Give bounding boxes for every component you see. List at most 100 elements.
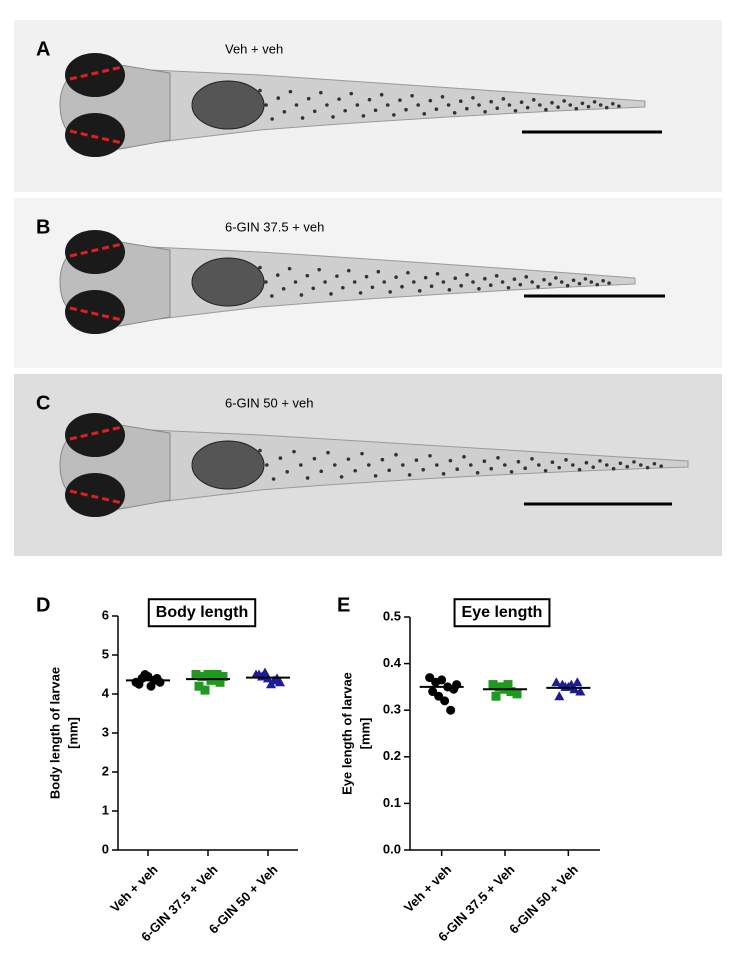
y-tick-label: 0.1 [383,795,401,810]
pigment [501,97,506,101]
pigment [639,463,643,467]
larva-yolk [191,80,265,130]
pigment [352,280,357,284]
pigment [659,464,663,468]
data-point [212,670,222,679]
pigment [339,475,344,479]
pigment [571,463,575,467]
pigment [645,465,650,470]
pigment [562,99,566,103]
pigment [404,107,408,112]
data-point [512,689,522,699]
pigment [312,109,317,114]
pigment [598,103,603,107]
pigment [360,451,364,456]
pigment [441,280,446,284]
pigment [611,466,616,471]
pigment [288,89,293,94]
data-point [437,675,447,685]
pigment [329,292,333,296]
pigment [525,105,530,110]
pigment [358,291,363,295]
pigment [452,111,457,115]
pigment [512,277,517,282]
pigment [387,468,392,473]
chart-title: Body length [156,604,248,621]
pigment [465,273,469,277]
larva-eye [65,413,125,457]
pigment [278,456,283,460]
pigment [312,456,317,461]
pigment [423,275,428,280]
pigment [373,474,378,478]
panel-caption: 6-GIN 50 + veh [225,395,314,410]
pigment [428,98,433,103]
data-point [134,679,144,689]
pigment [401,463,405,467]
pigment [519,100,524,105]
pigment [271,477,276,481]
pigment [326,450,330,455]
y-tick-label: 0 [102,841,109,856]
pigment [319,469,324,474]
pigment [589,280,594,284]
pigment [353,468,358,473]
pigment [506,285,511,290]
pigment [459,283,463,288]
data-point [551,677,562,687]
pigment [574,106,579,111]
pigment [370,285,375,290]
eye-measure [69,242,123,258]
y-axis-label: [mm] [65,717,80,749]
data-point [215,677,225,687]
pigment [421,467,426,472]
pigment [483,109,487,114]
pigment [287,266,292,271]
pigment [584,460,589,465]
data-point [440,696,450,706]
data-point [566,679,577,689]
pigment [275,273,280,277]
pigment [373,108,378,113]
pigment [494,274,499,278]
pigment [367,463,371,467]
pigment [422,112,427,116]
pigment [632,460,636,464]
y-tick-label: 5 [102,646,109,661]
pigment [543,468,548,473]
pigment [305,476,310,480]
pigment [343,108,347,113]
pigment [448,458,453,463]
pigment [488,283,493,287]
pigment [538,103,542,107]
pigment [489,466,494,471]
pigment [477,103,481,107]
y-axis-label: Eye length of larvae [339,672,354,795]
pigment [469,463,473,467]
pigment [453,276,458,280]
pigment [559,280,564,284]
larva-eye [65,473,125,517]
pigment [544,107,548,112]
pigment [400,284,404,289]
pigment [331,115,335,119]
pigment [524,275,529,279]
pigment [440,94,445,99]
larva-eye [65,113,125,157]
pigment [319,90,323,95]
pigment [292,449,296,454]
data-point [446,705,456,715]
data-point [146,681,156,691]
chart-title: Eye length [462,604,543,621]
pigment [496,456,500,460]
y-tick-label: 6 [102,607,109,622]
pigment [550,460,555,465]
data-point [260,667,270,677]
pigment [311,286,316,291]
panel-label: E [337,594,350,616]
pigment [591,465,595,469]
larva-body [149,69,646,144]
x-tick-label: Veh + veh [107,862,160,915]
pigment [299,463,303,467]
pigment [265,463,269,467]
